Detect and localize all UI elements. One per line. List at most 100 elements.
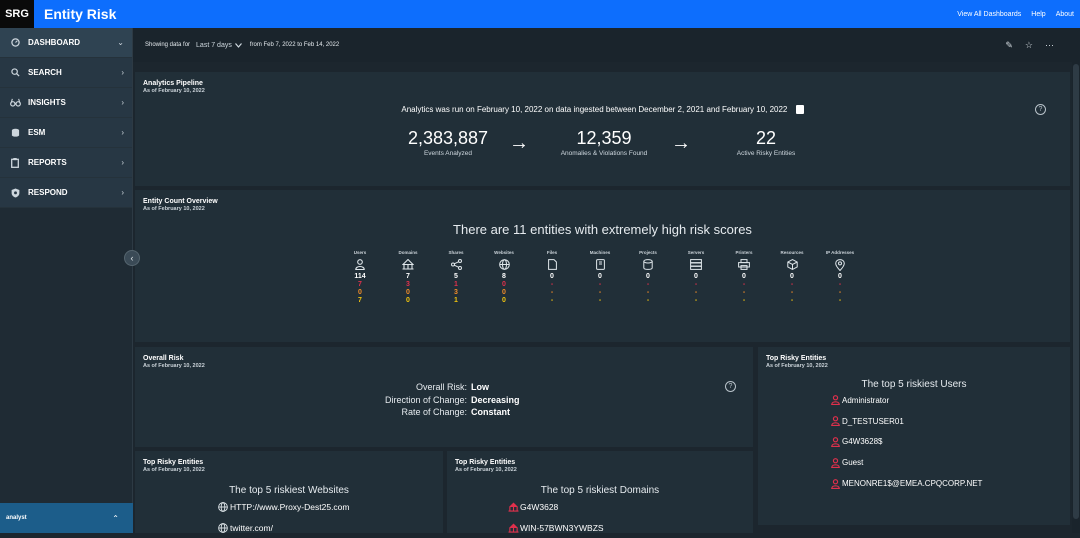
sidebar-item-insights[interactable]: INSIGHTS › [0,88,132,118]
scrollbar[interactable] [1072,62,1080,533]
panel-subtitle: As of February 10, 2022 [143,206,205,212]
sidebar-item-label: DASHBOARD [28,38,80,47]
user-icon [830,437,840,447]
events-analyzed-metric: 2,383,887 Events Analyzed [393,128,503,157]
entity-high-count: - [550,289,554,296]
period-select[interactable]: Last 7 days [196,42,242,49]
entity-column-files[interactable]: Files 0 - - - [532,250,572,305]
entity-column-servers[interactable]: Servers 0 - - - [676,250,716,305]
entity-total: 7 [406,273,410,280]
sidebar: DASHBOARD ⌄ SEARCH › INSIGHTS › ESM › RE… [0,28,133,533]
entity-column-label: Resources [780,250,804,255]
user-menu[interactable]: analyst ⌃ [0,503,133,533]
list-item[interactable]: G4W3628$ [830,432,982,453]
entity-column-users[interactable]: Users 114 7 0 7 [340,250,380,305]
pdf-icon[interactable] [795,105,804,115]
entity-column-ip-addresses[interactable]: IP Addresses 0 - - - [820,250,860,305]
star-icon[interactable]: ☆ [1024,39,1033,50]
scrollbar-thumb[interactable] [1073,64,1079,519]
entity-medium-count: - [838,297,842,304]
chevron-right-icon: › [121,128,124,137]
sidebar-item-label: INSIGHTS [28,98,66,107]
list-item-label: G4W3628$ [842,437,883,447]
about-link[interactable]: About [1055,10,1074,18]
list-item[interactable]: twitter.com/ [217,517,350,538]
sidebar-item-esm[interactable]: ESM › [0,118,132,148]
top-domains-heading: The top 5 riskiest Domains [540,485,660,496]
entity-critical-count: - [742,281,746,288]
chevron-down-icon [234,42,242,48]
entity-medium-count: - [550,297,554,304]
brand-logo[interactable]: SRG [0,0,34,28]
entity-column-projects[interactable]: Projects 0 - - - [628,250,668,305]
entity-count-panel: Entity Count Overview As of February 10,… [135,190,1070,342]
entity-total: 0 [790,273,794,280]
sidebar-item-label: SEARCH [28,68,62,77]
entity-column-label: Printers [735,250,753,255]
entity-medium-count: - [742,297,746,304]
list-item[interactable]: WIN-57BWN3YWBZS [507,517,604,538]
panel-title: Analytics Pipeline [143,80,203,87]
globe-icon [217,522,229,533]
app-title: Entity Risk [44,6,117,22]
arrow-right-icon: → [671,132,691,154]
view-all-dashboards-link[interactable]: View All Dashboards [957,10,1022,18]
list-item[interactable]: HTTP://www.Proxy-Dest25.com [217,496,350,517]
list-item[interactable]: Administrator [830,390,982,411]
entity-column-label: Websites [494,250,514,255]
entity-column-resources[interactable]: Resources 0 - - - [772,250,812,305]
pipeline-message: Analytics was run on February 10, 2022 o… [135,105,1070,115]
risk-key: Overall Risk: [415,382,467,392]
metric-value: 22 [755,128,777,148]
user-icon [830,416,840,427]
entity-column-label: Shares [448,250,464,255]
help-link[interactable]: Help [1031,10,1046,18]
list-item[interactable]: Guest [830,452,982,473]
list-item[interactable]: G4W3628 [507,496,604,517]
panel-title: Entity Count Overview [143,198,218,205]
risk-value: Constant [471,407,510,417]
list-item[interactable]: D_TESTUSER01 [830,411,982,432]
edit-icon[interactable]: ✎ [1005,39,1013,50]
entity-column-domains[interactable]: Domains 7 3 0 0 [388,250,428,305]
dashboard-actions: ✎ ☆ ⋯ [1005,40,1080,51]
entity-column-printers[interactable]: Printers 0 - - - [724,250,764,305]
metric-value: 12,359 [576,128,632,148]
sidebar-item-dashboard[interactable]: DASHBOARD ⌄ [0,28,132,58]
clipboard-icon [8,157,22,168]
chevron-right-icon: › [121,188,124,197]
pipeline-message-text: Analytics was run on February 10, 2022 o… [401,105,788,114]
entity-total: 114 [354,273,366,280]
entity-column-machines[interactable]: Machines 0 - - - [580,250,620,305]
entity-high-count: 0 [502,289,506,296]
panel-subtitle: As of February 10, 2022 [143,363,205,369]
shield-icon [8,188,22,198]
entity-column-label: Files [546,250,558,255]
entity-column-websites[interactable]: Websites 8 0 0 0 [484,250,524,305]
collapse-sidebar-button[interactable]: ‹ [124,250,140,266]
share-icon [436,257,476,272]
entity-medium-count: 1 [454,297,458,304]
more-icon[interactable]: ⋯ [1045,39,1054,50]
list-item-label: Guest [842,458,864,468]
chevron-right-icon: › [121,158,124,167]
entity-critical-count: 7 [358,281,362,288]
project-icon [628,257,668,272]
panel-title: Top Risky Entities [455,459,516,466]
entity-column-shares[interactable]: Shares 5 1 3 1 [436,250,476,305]
help-icon[interactable]: ? [725,381,736,392]
panel-title: Overall Risk [143,355,184,362]
sidebar-item-reports[interactable]: REPORTS › [0,148,132,178]
sidebar-item-respond[interactable]: RESPOND › [0,178,132,208]
entity-high-count: 0 [406,289,410,296]
printer-icon [724,257,764,272]
entity-total: 0 [598,273,602,280]
user-name: analyst [6,515,27,521]
sidebar-item-search[interactable]: SEARCH › [0,58,132,88]
list-item[interactable]: MENONRE1$@EMEA.CPQCORP.NET [830,473,982,494]
help-icon[interactable]: ? [1035,104,1046,115]
domain-icon [388,257,428,272]
user-icon [340,257,380,272]
entity-column-label: IP Addresses [825,250,855,255]
entity-medium-count: 0 [502,297,506,304]
